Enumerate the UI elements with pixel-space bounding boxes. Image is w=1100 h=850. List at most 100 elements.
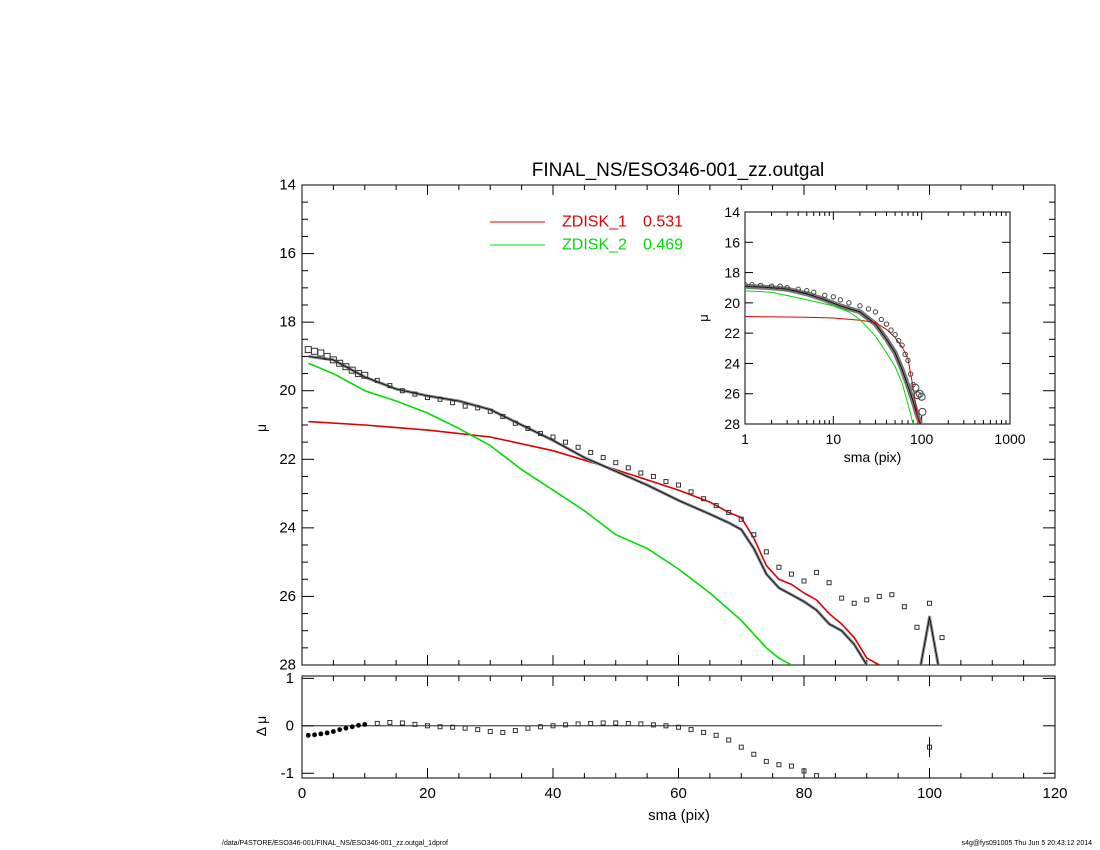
residual-point: [563, 722, 569, 728]
inset-ytick-label: 24: [724, 355, 740, 371]
inset-data-point: [811, 289, 817, 295]
inset-data-point: [899, 342, 905, 348]
inset-data-point: [857, 303, 863, 309]
inset-data-point: [846, 300, 852, 306]
inset-ytick-label: 16: [724, 234, 740, 250]
main-plot: 14 16 18 20 22 24 26 28: [279, 177, 1056, 674]
inset-xlabel: sma (pix): [844, 449, 902, 465]
residual-point: [600, 720, 606, 726]
main-ytick-label: 18: [279, 314, 296, 331]
data-point: [701, 496, 707, 502]
main-data-points: [304, 346, 945, 641]
inset-xtick-label: 1: [741, 431, 749, 447]
footer-timestamp: s4g@fys091005 Thu Jun 5 20:43:12 2014: [961, 840, 1092, 847]
data-point: [713, 503, 719, 509]
residual-point: [650, 722, 656, 728]
residual-xtick-label: 40: [545, 785, 562, 802]
residual-point: [349, 724, 355, 730]
legend-zdisk2-value: 0.469: [643, 237, 683, 254]
residual-point: [330, 729, 336, 734]
inset-data-point: [749, 281, 755, 288]
data-point: [751, 532, 757, 538]
data-point: [638, 470, 644, 476]
inset-data-point: [745, 281, 748, 288]
inset-data-point: [837, 297, 844, 303]
inset-xtick-label: 1000: [994, 431, 1025, 447]
residual-point: [512, 728, 518, 734]
residual-point: [726, 737, 732, 743]
data-point: [512, 420, 518, 426]
data-point: [776, 564, 782, 570]
data-point: [901, 604, 907, 610]
residual-point: [638, 721, 644, 727]
residual-point: [814, 773, 820, 778]
data-point: [625, 465, 631, 471]
data-point: [311, 347, 319, 355]
residual-point: [425, 723, 430, 729]
data-point: [575, 444, 581, 450]
residual-point: [625, 720, 631, 726]
data-point: [563, 439, 569, 445]
data-point: [387, 383, 393, 389]
data-point: [550, 434, 556, 440]
inset-data-point: [784, 285, 790, 291]
main-ytick-label: 20: [279, 382, 296, 399]
inset-ytick-label: 18: [724, 265, 740, 281]
data-point: [412, 391, 418, 397]
residual-point: [588, 720, 594, 726]
residual-point: [801, 768, 807, 774]
data-point: [374, 377, 380, 383]
series-zdisk_2: [307, 362, 792, 665]
data-point: [851, 600, 857, 606]
residual-point: [312, 732, 317, 738]
data-point: [939, 635, 945, 641]
inset-data-point: [883, 321, 890, 327]
data-point: [688, 489, 694, 495]
data-point: [864, 597, 870, 603]
residual-point: [362, 721, 368, 727]
residual-xtick-label: 100: [917, 785, 942, 802]
inset-data-point: [804, 288, 810, 294]
inset-data-point: [888, 327, 894, 333]
residual-point: [475, 727, 481, 733]
data-point: [763, 549, 769, 555]
data-point: [814, 569, 820, 575]
data-point: [676, 482, 681, 488]
main-ytick-label: 26: [279, 588, 296, 605]
inset-xtick-label: 100: [910, 431, 934, 447]
residual-xtick-label: 120: [1042, 785, 1067, 802]
residual-xlabel: sma (pix): [648, 807, 710, 824]
inset-data-point: [892, 331, 898, 338]
residual-point: [763, 758, 769, 764]
inset-data-point: [777, 283, 783, 289]
residual-point: [462, 725, 468, 731]
inset-ytick-label: 28: [724, 416, 740, 432]
data-point: [399, 388, 405, 394]
inset-ylabel: μ: [696, 314, 711, 322]
residual-point: [751, 751, 757, 757]
inset-frame: [744, 211, 1011, 425]
residual-xtick-label: 20: [419, 785, 436, 802]
residual-point: [318, 731, 324, 737]
data-point: [475, 405, 481, 411]
footer-file-path: /data/P4STORE/ESO346-001/FINAL_NS/ESO346…: [222, 840, 448, 847]
residual-point: [713, 732, 719, 738]
residual-point: [500, 729, 506, 735]
inset-data-point: [768, 283, 775, 289]
data-point: [425, 395, 430, 401]
data-point: [537, 431, 543, 437]
data-point: [500, 413, 506, 419]
main-ytick-label: 28: [279, 657, 296, 674]
residual-point: [324, 730, 330, 736]
residual-point: [337, 727, 343, 733]
residual-point: [343, 725, 349, 731]
residual-point: [356, 722, 361, 728]
residual-point: [525, 725, 531, 731]
inset-background: [705, 204, 1030, 476]
residual-xtick-label: 60: [670, 785, 687, 802]
data-point: [663, 479, 669, 485]
data-point: [525, 425, 531, 431]
chart-title: FINAL_NS/ESO346-001_zz.outgal: [532, 160, 825, 181]
residual-point: [487, 729, 493, 735]
